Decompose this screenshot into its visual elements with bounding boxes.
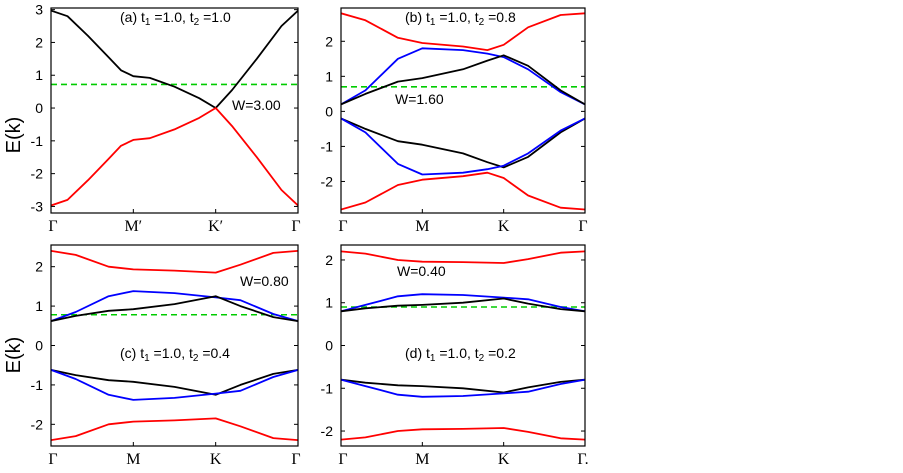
y-tick-label: -2 bbox=[31, 166, 44, 182]
band-series-red-lower bbox=[341, 427, 585, 441]
y-tick-label: 2 bbox=[35, 34, 43, 50]
x-tick-label: K bbox=[498, 218, 510, 235]
y-tick-label: 3 bbox=[35, 2, 43, 18]
band-series-blue-upper bbox=[341, 47, 585, 106]
band-series-upper-band bbox=[51, 9, 298, 109]
y-tick-label: -2 bbox=[31, 416, 44, 432]
bandwidth-annotation: W=1.60 bbox=[395, 91, 444, 107]
panel-title: (b) t1 =1.0, t2 =0.8 bbox=[405, 9, 516, 28]
plot-frame bbox=[50, 7, 299, 214]
y-tick-label: 1 bbox=[35, 67, 43, 83]
y-tick-label: 2 bbox=[325, 252, 333, 268]
band-series-black-lower bbox=[341, 378, 585, 394]
y-tick-label: -1 bbox=[31, 133, 44, 149]
x-tick-label: K bbox=[498, 451, 510, 468]
bandwidth-annotation: W=0.40 bbox=[397, 263, 446, 279]
y-tick-label: 2 bbox=[35, 259, 43, 275]
panel-d: -2 -1 0 1 2 Γ M K Γ. (d) t1 =1.0, t2 =0.2 W=0.40 bbox=[321, 244, 589, 468]
band-series-red-lower bbox=[51, 417, 298, 441]
y-tick-label: 0 bbox=[325, 103, 333, 119]
y-tick-label: 0 bbox=[325, 338, 333, 354]
y-tick-label: 0 bbox=[35, 338, 43, 354]
y-tick-label: 2 bbox=[325, 33, 333, 49]
x-tick-label: Γ bbox=[338, 218, 347, 235]
band-series-red-lower bbox=[341, 171, 585, 211]
x-tick-label: Γ bbox=[48, 218, 57, 235]
y-tick-label: 1 bbox=[35, 298, 43, 314]
band-series-blue-upper bbox=[341, 293, 585, 313]
y-tick-label: -3 bbox=[31, 198, 44, 214]
x-tick-label: Γ bbox=[578, 218, 587, 235]
panel-a: -3 -2 -1 0 1 2 3 Γ M′ K′ Γ (a) t1 =1.0, t2 =1.0 W=3.… bbox=[31, 2, 301, 235]
band-series-blue-upper bbox=[51, 290, 298, 322]
band-series-red-upper bbox=[51, 250, 298, 274]
band-series-red-upper bbox=[341, 12, 585, 51]
y-tick-label: 1 bbox=[325, 295, 333, 311]
x-tick-label: Γ. bbox=[577, 451, 588, 468]
band-series-black-upper bbox=[51, 295, 298, 322]
panel-c: -2 -1 0 1 2 Γ M K Γ (c) t1 =1.0, t2 =0.4 W=0.80 bbox=[31, 244, 301, 468]
panel-b: -2 -1 0 1 2 Γ M K Γ (b) t1 =1.0, t2 =0.8 W=1.60 bbox=[321, 7, 588, 235]
x-tick-label: M bbox=[415, 451, 429, 468]
y-tick-label: 1 bbox=[325, 68, 333, 84]
plot-frame bbox=[340, 7, 586, 214]
ylabel-bottom: E(k) bbox=[3, 337, 25, 374]
x-tick-label: M bbox=[415, 218, 429, 235]
y-tick-label: -1 bbox=[31, 377, 44, 393]
x-tick-label: Γ bbox=[338, 451, 347, 468]
y-tick-label: -2 bbox=[321, 173, 334, 189]
bandwidth-annotation: W=0.80 bbox=[240, 273, 289, 289]
y-tick-label: -1 bbox=[321, 138, 334, 154]
x-tick-label: Γ bbox=[291, 218, 300, 235]
y-tick-label: -1 bbox=[321, 380, 334, 396]
band-series-black-upper bbox=[341, 297, 585, 313]
ylabel-top: E(k) bbox=[3, 117, 25, 154]
band-series-blue-lower bbox=[341, 378, 585, 398]
panel-title: (a) t1 =1.0, t2 =1.0 bbox=[120, 9, 231, 28]
x-tick-label: K′ bbox=[208, 218, 223, 235]
x-tick-label: K bbox=[210, 451, 222, 468]
x-tick-label: M bbox=[126, 451, 140, 468]
band-series-blue-lower bbox=[51, 369, 298, 401]
panel-title: (d) t1 =1.0, t2 =0.2 bbox=[405, 345, 516, 364]
band-series-lower-band bbox=[51, 107, 298, 207]
band-series-blue-lower bbox=[341, 117, 585, 176]
band-series-red-upper bbox=[341, 250, 585, 264]
x-tick-label: Γ bbox=[291, 451, 300, 468]
band-series-black-lower bbox=[51, 369, 298, 396]
y-tick-label: -2 bbox=[321, 423, 334, 439]
band-series-black-lower bbox=[341, 117, 585, 169]
band-series-black-upper bbox=[341, 54, 585, 106]
x-tick-label: Γ bbox=[48, 451, 57, 468]
bandwidth-annotation: W=3.00 bbox=[232, 97, 281, 113]
panel-title: (c) t1 =1.0, t2 =0.4 bbox=[120, 345, 230, 364]
x-tick-label: M′ bbox=[124, 218, 142, 235]
y-tick-label: 0 bbox=[35, 100, 43, 116]
